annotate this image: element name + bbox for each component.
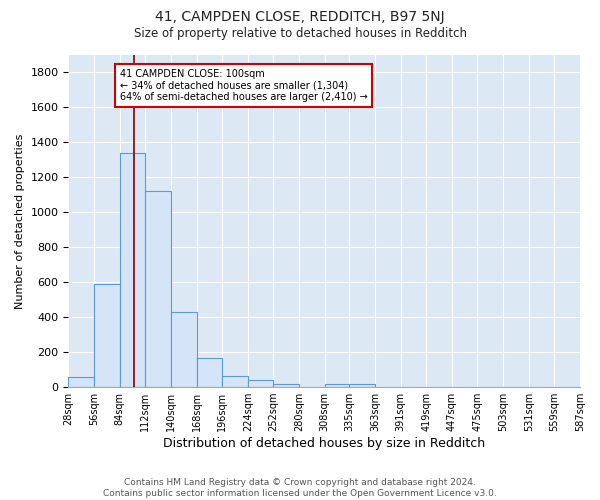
Bar xyxy=(68,376,94,387)
Text: Size of property relative to detached houses in Redditch: Size of property relative to detached ho… xyxy=(133,28,467,40)
Bar xyxy=(171,312,197,387)
Bar xyxy=(197,358,222,387)
Bar xyxy=(349,384,375,387)
Bar xyxy=(325,384,349,387)
Bar xyxy=(222,376,248,387)
Y-axis label: Number of detached properties: Number of detached properties xyxy=(15,134,25,308)
Text: Contains HM Land Registry data © Crown copyright and database right 2024.
Contai: Contains HM Land Registry data © Crown c… xyxy=(103,478,497,498)
Bar xyxy=(248,380,274,387)
Bar xyxy=(94,284,119,387)
X-axis label: Distribution of detached houses by size in Redditch: Distribution of detached houses by size … xyxy=(163,437,485,450)
Bar xyxy=(119,153,145,387)
Bar xyxy=(145,192,171,387)
Text: 41, CAMPDEN CLOSE, REDDITCH, B97 5NJ: 41, CAMPDEN CLOSE, REDDITCH, B97 5NJ xyxy=(155,10,445,24)
Bar xyxy=(274,384,299,387)
Text: 41 CAMPDEN CLOSE: 100sqm
← 34% of detached houses are smaller (1,304)
64% of sem: 41 CAMPDEN CLOSE: 100sqm ← 34% of detach… xyxy=(119,69,367,102)
